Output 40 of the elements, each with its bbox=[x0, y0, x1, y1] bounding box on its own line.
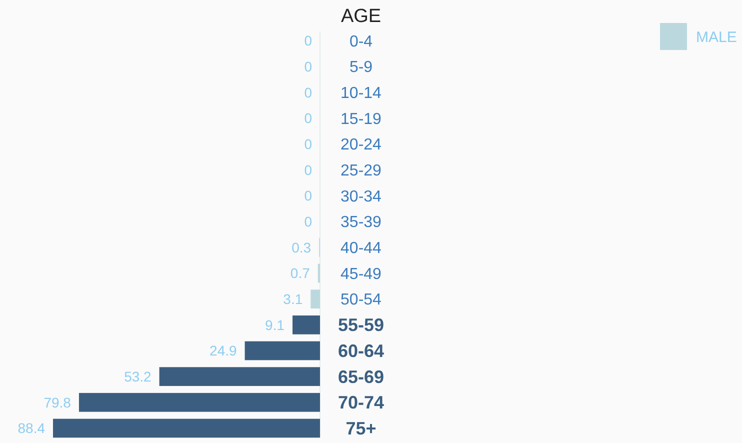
y-tick-label: 45-49 bbox=[340, 266, 382, 283]
y-tick-label: 10-14 bbox=[340, 85, 382, 102]
y-tick-label: 70-74 bbox=[338, 392, 384, 413]
y-tick-label: 35-39 bbox=[340, 214, 382, 232]
data-label: 0 bbox=[304, 58, 312, 75]
bar bbox=[292, 315, 320, 334]
data-label: 3.1 bbox=[283, 290, 303, 307]
y-tick-label: 60-64 bbox=[338, 341, 384, 362]
data-label: 0 bbox=[304, 32, 312, 49]
data-label: 9.1 bbox=[265, 316, 285, 333]
legend-label: MALE bbox=[696, 28, 737, 46]
data-label: 24.9 bbox=[210, 342, 238, 359]
y-tick-label: 5-9 bbox=[349, 59, 373, 76]
bar bbox=[244, 341, 320, 360]
y-tick-label: 40-44 bbox=[340, 240, 382, 258]
y-tick-label: 0-4 bbox=[349, 33, 373, 50]
y-tick-label: 55-59 bbox=[338, 315, 384, 336]
y-tick-label: 15-19 bbox=[340, 110, 382, 128]
data-label: 0 bbox=[304, 110, 312, 126]
bar bbox=[159, 367, 320, 386]
data-label: 88.4 bbox=[18, 420, 46, 436]
data-label: 0 bbox=[304, 213, 312, 230]
data-label: 79.8 bbox=[44, 394, 72, 410]
bar bbox=[53, 418, 320, 438]
y-tick-label: 20-24 bbox=[340, 136, 382, 154]
y-tick-label: 50-54 bbox=[340, 292, 382, 309]
y-tick-label: 30-34 bbox=[340, 188, 382, 206]
data-label: 0 bbox=[304, 188, 312, 204]
data-label: 0 bbox=[304, 162, 312, 178]
y-tick-label: 25-29 bbox=[340, 162, 382, 180]
y-tick-label: 75+ bbox=[346, 418, 376, 439]
data-label: 0.3 bbox=[292, 239, 312, 256]
data-label: 0.7 bbox=[290, 265, 310, 282]
data-label: 0 bbox=[304, 136, 312, 152]
bar bbox=[78, 392, 320, 412]
y-axis-title: AGE bbox=[340, 6, 382, 27]
bar bbox=[310, 290, 320, 308]
data-label: 53.2 bbox=[124, 368, 152, 384]
y-tick-label: 65-69 bbox=[338, 366, 384, 387]
data-label: 0 bbox=[304, 84, 312, 100]
